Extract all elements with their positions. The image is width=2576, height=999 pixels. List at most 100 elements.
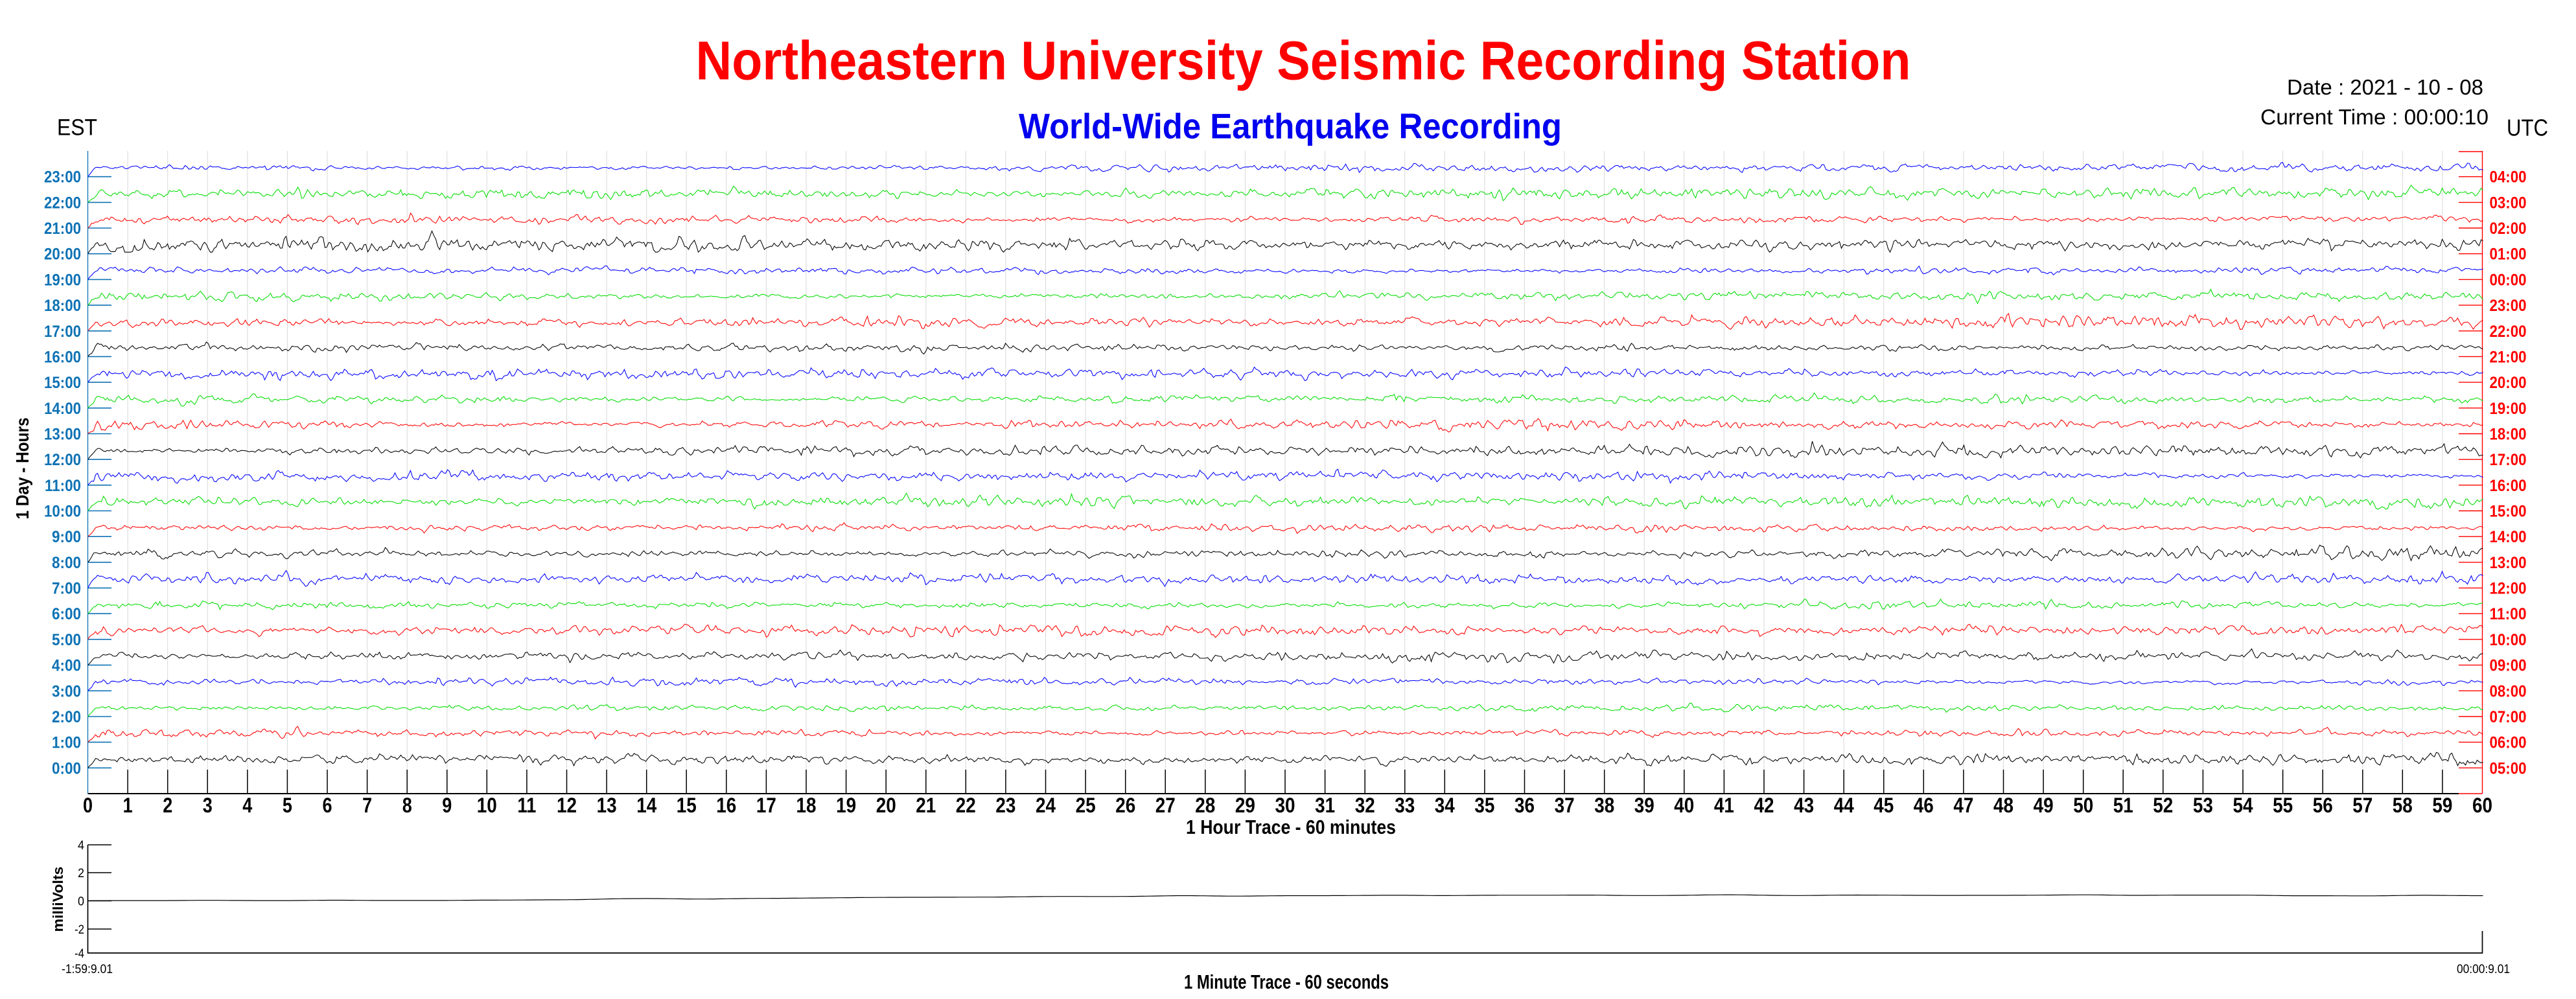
svg-text:EST: EST [57,115,97,141]
svg-text:23:00: 23:00 [44,168,81,187]
svg-text:59: 59 [2432,794,2452,817]
svg-text:38: 38 [1594,794,1614,817]
svg-text:60: 60 [2472,794,2492,817]
svg-text:0:00: 0:00 [52,759,81,777]
svg-text:22:00: 22:00 [2490,323,2527,341]
svg-text:16:00: 16:00 [44,348,81,366]
svg-text:32: 32 [1355,794,1375,817]
svg-text:1: 1 [123,794,133,817]
svg-text:56: 56 [2313,794,2333,817]
svg-text:17:00: 17:00 [44,323,81,341]
svg-text:46: 46 [1914,794,1934,817]
svg-text:36: 36 [1514,794,1535,817]
svg-text:16: 16 [716,794,736,817]
svg-text:04:00: 04:00 [2490,168,2527,187]
svg-text:0: 0 [78,895,84,909]
svg-text:35: 35 [1474,794,1494,817]
svg-text:19: 19 [836,794,856,817]
svg-text:34: 34 [1435,794,1455,817]
svg-text:-2: -2 [75,923,84,937]
svg-text:03:00: 03:00 [2490,194,2527,212]
svg-text:4: 4 [78,839,84,853]
svg-text:1:00: 1:00 [52,734,81,752]
svg-text:11: 11 [517,794,536,817]
svg-text:12:00: 12:00 [44,451,81,469]
svg-text:11:00: 11:00 [45,477,81,495]
svg-text:10:00: 10:00 [2490,631,2527,649]
svg-text:47: 47 [1953,794,1973,817]
svg-text:33: 33 [1395,794,1415,817]
svg-text:3: 3 [203,794,213,817]
svg-text:6: 6 [323,794,332,817]
svg-text:0: 0 [83,794,93,817]
svg-text:13: 13 [597,794,617,817]
svg-text:17:00: 17:00 [2490,451,2527,469]
svg-text:21:00: 21:00 [2490,348,2527,366]
svg-text:09:00: 09:00 [2490,657,2527,675]
svg-text:06:00: 06:00 [2490,734,2527,752]
svg-text:19:00: 19:00 [44,271,81,289]
svg-text:22: 22 [956,794,976,817]
svg-text:40: 40 [1674,794,1694,817]
svg-text:13:00: 13:00 [44,426,81,444]
svg-text:Date : 2021 - 10 - 08: Date : 2021 - 10 - 08 [2287,75,2483,99]
svg-text:6:00: 6:00 [52,605,81,623]
svg-text:14:00: 14:00 [2490,528,2527,546]
svg-text:25: 25 [1076,794,1096,817]
svg-text:53: 53 [2193,794,2213,817]
svg-text:37: 37 [1555,794,1575,817]
svg-text:14: 14 [636,794,656,817]
svg-text:43: 43 [1794,794,1814,817]
svg-text:07:00: 07:00 [2490,708,2527,726]
svg-text:10:00: 10:00 [44,503,81,521]
svg-text:50: 50 [2073,794,2093,817]
svg-text:8:00: 8:00 [52,554,81,572]
svg-text:5: 5 [283,794,292,817]
svg-text:27: 27 [1155,794,1176,817]
svg-text:41: 41 [1714,794,1734,817]
svg-text:5:00: 5:00 [52,631,81,649]
svg-text:2:00: 2:00 [52,708,81,726]
svg-text:42: 42 [1754,794,1774,817]
svg-text:57: 57 [2352,794,2373,817]
svg-text:51: 51 [2113,794,2133,817]
svg-text:World-Wide Earthquake Recordin: World-Wide Earthquake Recording [1019,106,1562,146]
svg-text:3:00: 3:00 [52,682,81,700]
svg-text:48: 48 [1993,794,2013,817]
svg-text:54: 54 [2233,794,2253,817]
svg-text:08:00: 08:00 [2490,682,2527,700]
svg-text:1 Hour Trace - 60 minutes: 1 Hour Trace - 60 minutes [1186,816,1396,838]
svg-text:1 Day - Hours: 1 Day - Hours [12,418,32,520]
svg-text:24: 24 [1036,794,1056,817]
svg-text:milliVolts: milliVolts [50,867,66,932]
svg-text:20: 20 [876,794,896,817]
svg-text:30: 30 [1275,794,1295,817]
svg-text:7: 7 [362,794,372,817]
svg-text:13:00: 13:00 [2490,554,2527,572]
svg-text:20:00: 20:00 [2490,374,2527,392]
svg-text:19:00: 19:00 [2490,400,2527,418]
svg-text:17: 17 [756,794,776,817]
svg-text:58: 58 [2393,794,2413,817]
svg-text:Northeastern University Seismi: Northeastern University Seismic Recordin… [696,30,1911,91]
svg-text:Current Time : 00:00:10: Current Time : 00:00:10 [2260,105,2489,129]
svg-text:29: 29 [1235,794,1255,817]
svg-text:9: 9 [442,794,452,817]
svg-text:18:00: 18:00 [44,297,81,315]
svg-text:1 Minute Trace - 60 seconds: 1 Minute Trace - 60 seconds [1184,970,1389,993]
svg-text:55: 55 [2273,794,2293,817]
svg-text:18: 18 [796,794,817,817]
svg-text:20:00: 20:00 [44,246,81,264]
svg-text:02:00: 02:00 [2490,220,2527,238]
svg-text:4: 4 [242,794,252,817]
svg-text:23: 23 [995,794,1015,817]
svg-text:49: 49 [2034,794,2054,817]
svg-text:9:00: 9:00 [52,528,81,546]
svg-text:4:00: 4:00 [52,657,81,675]
svg-text:52: 52 [2153,794,2173,817]
svg-text:44: 44 [1834,794,1854,817]
svg-text:01:00: 01:00 [2490,246,2527,264]
svg-text:12: 12 [557,794,577,817]
svg-text:8: 8 [402,794,412,817]
svg-text:28: 28 [1195,794,1215,817]
